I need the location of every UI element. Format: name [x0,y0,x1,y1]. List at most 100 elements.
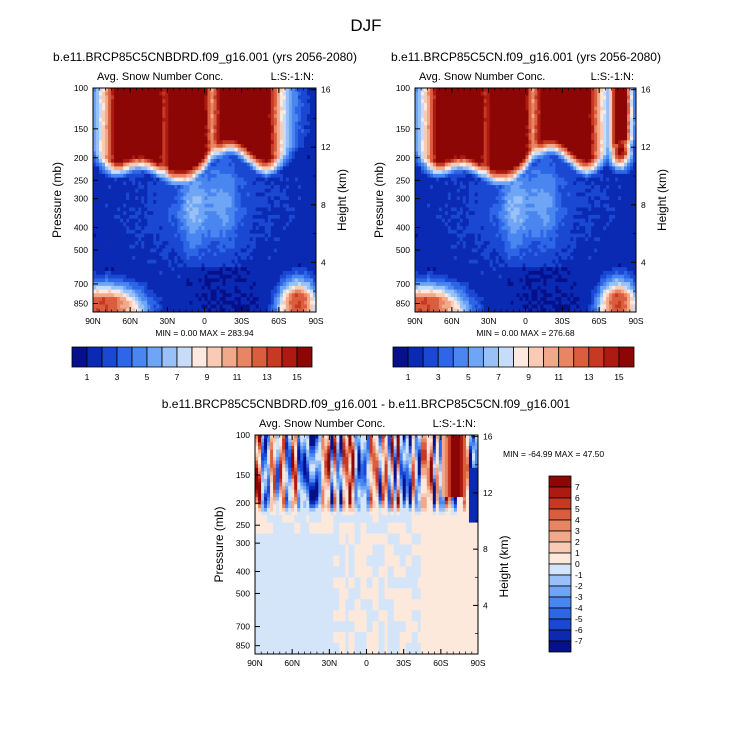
heatmap-cell [162,114,166,119]
heatmap-cell [201,282,205,287]
heatmap-cell [429,91,434,96]
heatmap-cell [243,110,248,115]
heatmap-cell [459,88,464,93]
heatmap-cell [285,140,290,145]
heatmap-cell [279,256,284,261]
heatmap-cell [312,300,317,305]
heatmap-cell [309,162,314,167]
heatmap-cell [222,222,226,227]
heatmap-cell [111,282,115,287]
heatmap-cell [270,196,275,201]
heatmap-cell [288,188,293,193]
heatmap-cell [252,214,257,220]
heatmap-cell [153,173,157,178]
heatmap-cell [255,99,260,104]
heatmap-cell [180,158,184,164]
heatmap-cell [180,214,184,220]
heatmap-cell [93,200,97,205]
heatmap-cell [147,252,151,257]
heatmap-cell [240,125,245,130]
heatmap-cell [312,91,317,96]
heatmap-cell [282,151,287,156]
heatmap-cell [483,91,488,96]
heatmap-cell [273,192,278,197]
heatmap-cell [291,155,296,160]
heatmap-cell [294,158,299,164]
heatmap-cell [111,207,115,212]
heatmap-cell [282,166,287,171]
heatmap-cell [144,211,148,216]
heatmap-cell [270,297,275,302]
heatmap-cell [234,173,239,178]
heatmap-cell [216,155,220,160]
heatmap-cell [297,162,302,167]
heatmap-cell [477,95,482,100]
heatmap-cell [183,289,187,294]
heatmap-cell [183,121,187,126]
heatmap-cell [204,136,208,141]
heatmap-cell [255,207,260,212]
heatmap-cell [180,259,184,264]
heatmap-cell [129,233,133,238]
heatmap-cell [96,192,100,197]
heatmap-cell [258,125,263,130]
heatmap-cell [294,132,299,137]
heatmap-cell [117,222,121,227]
heatmap-cell [282,91,287,96]
heatmap-cell [180,102,184,108]
heatmap-cell [207,99,211,104]
heatmap-cell [144,99,148,104]
heatmap-cell [234,282,239,287]
heatmap-cell [120,282,124,287]
heatmap-cell [207,263,211,268]
heatmap-cell [294,241,299,246]
heatmap-cell [270,117,275,122]
heatmap-cell [300,267,305,272]
heatmap-cell [138,274,142,279]
heatmap-cell [144,110,148,115]
heatmap-cell [267,144,272,149]
heatmap-cell [267,173,272,178]
heatmap-cell [129,285,133,290]
heatmap-cell [99,147,103,152]
heatmap-cell [573,99,577,104]
heatmap-cell [108,181,112,186]
heatmap-cell [240,170,245,175]
heatmap-cell [105,226,109,231]
heatmap-cell [213,241,217,246]
heatmap-cell [141,214,145,220]
heatmap-cell [123,293,127,298]
heatmap-cell [129,270,133,276]
heatmap-cell [138,132,142,137]
heatmap-cell [195,173,199,178]
heatmap-cell [285,196,290,201]
heatmap-cell [108,233,112,238]
heatmap-cell [294,99,299,104]
heatmap-cell [204,297,208,302]
heatmap-cell [159,252,163,257]
heatmap-cell [288,203,293,208]
heatmap-cell [300,222,305,227]
heatmap-cell [192,170,196,175]
heatmap-cell [285,170,290,175]
heatmap-cell [171,166,175,171]
heatmap-cell [258,140,263,145]
heatmap-cell [273,129,278,134]
heatmap-cell [501,88,505,93]
heatmap-cell [180,91,184,96]
heatmap-cell [240,211,245,216]
heatmap-cell [456,99,461,104]
heatmap-cell [138,211,142,216]
heatmap-cell [114,125,118,130]
heatmap-cell [207,95,211,100]
heatmap-cell [153,91,157,96]
heatmap-cell [198,207,202,212]
heatmap-cell [177,248,181,253]
heatmap-cell [453,106,458,111]
heatmap-cell [147,293,151,298]
heatmap-cell [435,91,440,96]
heatmap-cell [237,293,242,298]
heatmap-cell [279,304,284,309]
heatmap-cell [276,285,281,290]
heatmap-cell [120,117,124,122]
